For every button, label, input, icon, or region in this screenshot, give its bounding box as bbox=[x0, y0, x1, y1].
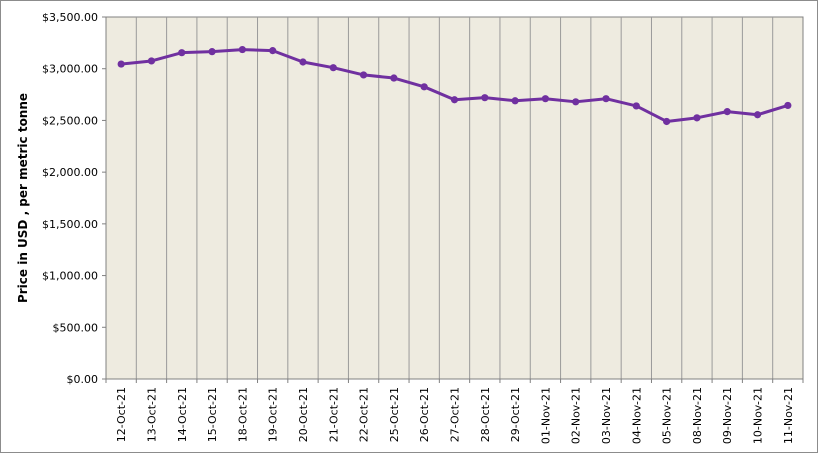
x-tick-label: 10-Nov-21 bbox=[752, 387, 765, 444]
y-axis-ticks: $0.00 $500.00 $1,000.00 $1,500.00 $2,000.00 $… bbox=[42, 11, 107, 386]
data-point bbox=[723, 108, 731, 116]
data-point bbox=[784, 101, 792, 110]
data-point bbox=[147, 57, 156, 65]
data-point bbox=[117, 60, 125, 68]
data-point bbox=[753, 111, 762, 119]
x-tick-label: 02-Nov-21 bbox=[570, 387, 583, 444]
data-point bbox=[390, 74, 398, 82]
x-tick-label: 18-Oct-21 bbox=[236, 387, 249, 442]
data-point bbox=[299, 58, 307, 66]
plot-area bbox=[105, 16, 804, 380]
x-tick-label: 15-Oct-21 bbox=[206, 387, 219, 442]
y-tick-label: $1,000.00 bbox=[42, 270, 98, 283]
data-series bbox=[117, 45, 792, 126]
y-tick-label: $2,500.00 bbox=[42, 114, 98, 127]
data-point bbox=[511, 97, 519, 105]
x-tick-label: 13-Oct-21 bbox=[145, 387, 158, 442]
data-point bbox=[359, 71, 368, 79]
x-tick-label: 21-Oct-21 bbox=[327, 387, 340, 442]
y-tick-label: $3,000.00 bbox=[42, 63, 98, 76]
x-axis-ticks: 12-Oct-21 13-Oct-21 14-Oct-21 15-Oct-21 18-O… bbox=[105, 378, 804, 444]
gridlines bbox=[135, 17, 774, 379]
y-tick-label: $500.00 bbox=[53, 321, 99, 334]
x-tick-label: 01-Nov-21 bbox=[539, 387, 552, 444]
data-point bbox=[663, 117, 671, 126]
y-tick-label: $1,500.00 bbox=[42, 218, 98, 231]
x-tick-label: 28-Oct-21 bbox=[479, 387, 492, 442]
x-tick-label: 22-Oct-21 bbox=[358, 387, 371, 442]
data-point bbox=[481, 94, 489, 102]
data-point bbox=[693, 114, 701, 122]
x-tick-label: 05-Nov-21 bbox=[661, 387, 674, 444]
data-point bbox=[208, 48, 216, 56]
x-tick-label: 11-Nov-21 bbox=[782, 387, 795, 444]
x-tick-label: 04-Nov-21 bbox=[630, 387, 643, 444]
x-tick-label: 12-Oct-21 bbox=[115, 387, 128, 442]
data-point bbox=[450, 96, 459, 104]
x-tick-label: 14-Oct-21 bbox=[176, 387, 189, 442]
x-tick-label: 08-Nov-21 bbox=[691, 387, 704, 444]
x-tick-label: 19-Oct-21 bbox=[267, 387, 280, 442]
x-tick-label: 03-Nov-21 bbox=[600, 387, 613, 444]
y-axis-label: Price in USD , per metric tonne bbox=[16, 93, 30, 303]
x-tick-label: 29-Oct-21 bbox=[509, 387, 522, 442]
data-point bbox=[178, 49, 186, 57]
data-point bbox=[572, 98, 580, 106]
data-point bbox=[602, 95, 610, 103]
x-tick-label: 25-Oct-21 bbox=[388, 387, 401, 442]
data-point bbox=[329, 64, 337, 72]
x-tick-label: 20-Oct-21 bbox=[297, 387, 310, 442]
y-tick-label: $0.00 bbox=[67, 373, 99, 386]
data-point bbox=[238, 45, 246, 54]
y-tick-label: $3,500.00 bbox=[42, 11, 98, 24]
data-point bbox=[269, 47, 277, 55]
data-point bbox=[420, 83, 428, 91]
y-tick-label: $2,000.00 bbox=[42, 166, 98, 179]
data-point bbox=[541, 95, 550, 103]
x-tick-label: 09-Nov-21 bbox=[721, 387, 734, 444]
data-point bbox=[632, 102, 640, 110]
x-tick-label: 26-Oct-21 bbox=[418, 387, 431, 442]
x-tick-label: 27-Oct-21 bbox=[449, 387, 462, 442]
